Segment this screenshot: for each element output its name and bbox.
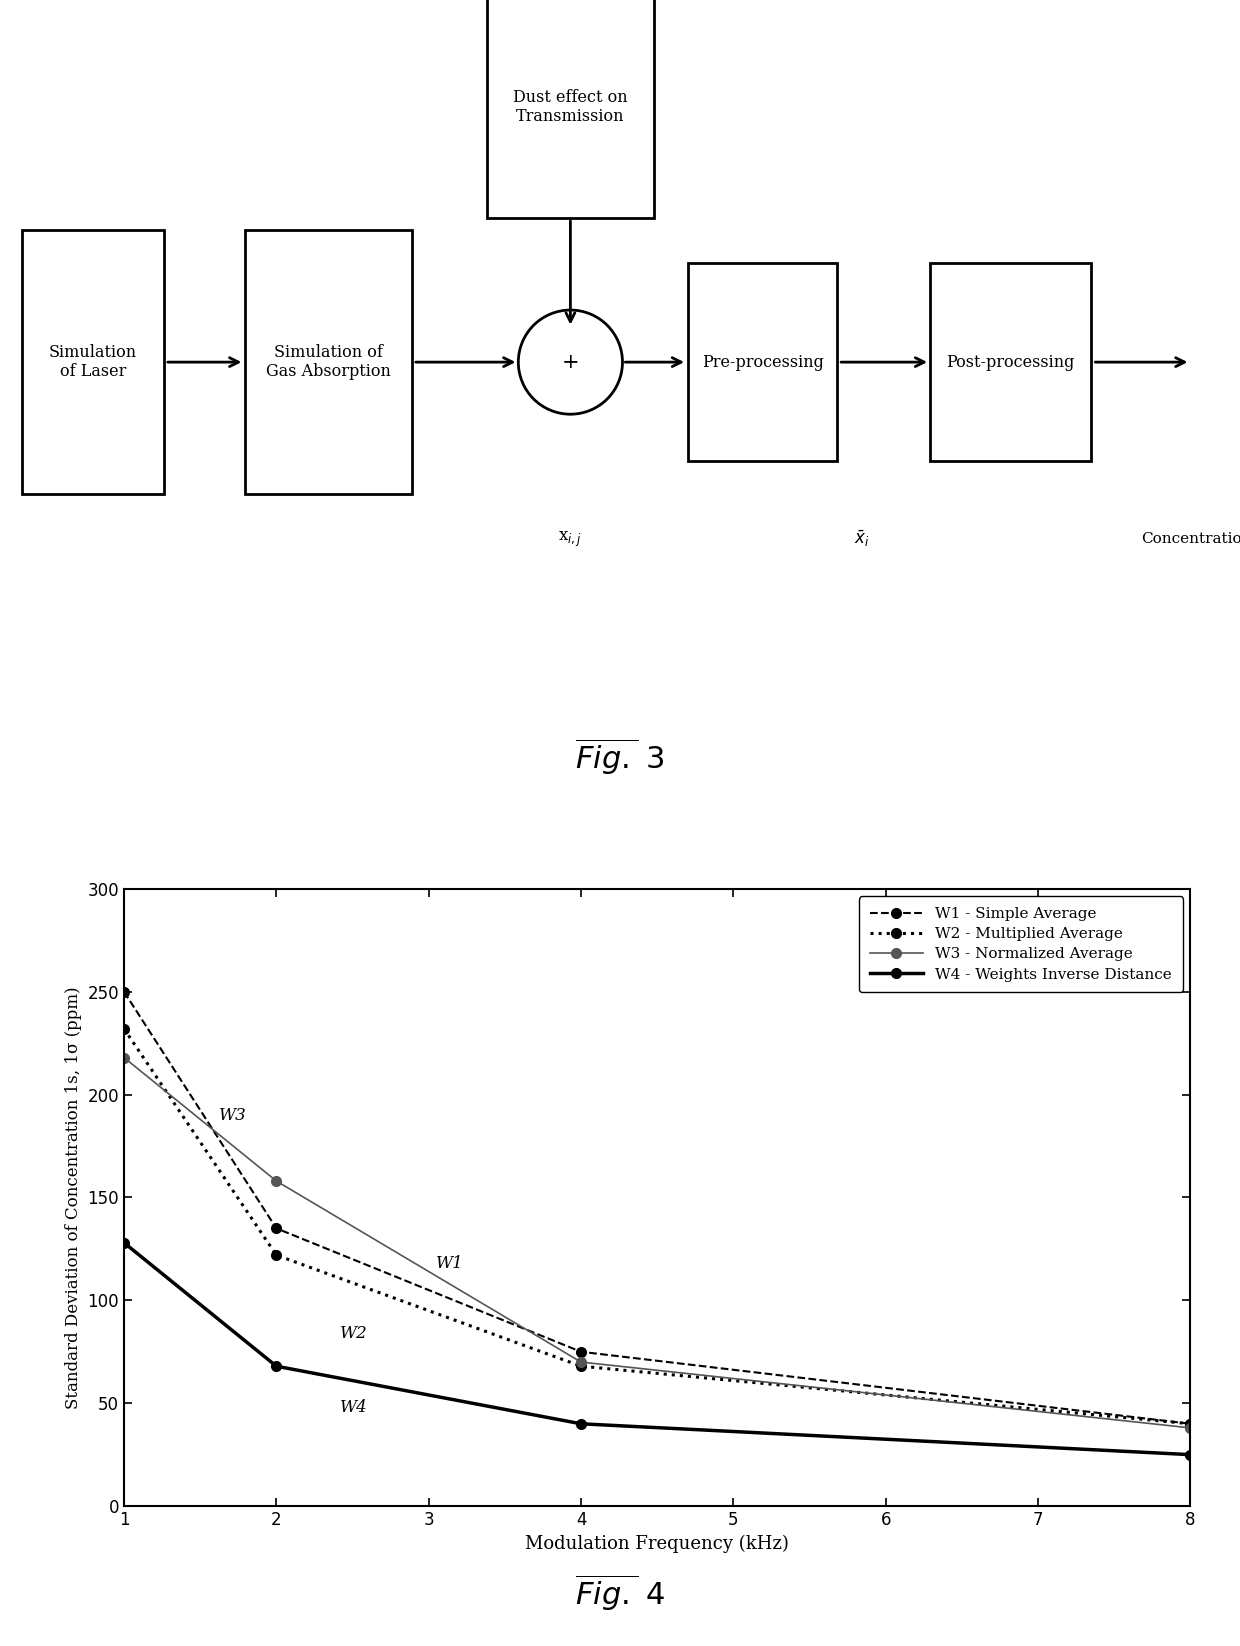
Line: W3 - Normalized Average: W3 - Normalized Average xyxy=(119,1053,1195,1432)
Text: W4: W4 xyxy=(340,1399,368,1416)
Text: x$_{i,j}$: x$_{i,j}$ xyxy=(558,530,583,548)
Text: Pre-processing: Pre-processing xyxy=(702,354,823,370)
W4 - Weights Inverse Distance xyxy=(269,1356,284,1376)
X-axis label: Modulation Frequency (kHz): Modulation Frequency (kHz) xyxy=(526,1534,789,1552)
W1 - Simple Average xyxy=(117,981,131,1001)
W3 - Normalized Average xyxy=(574,1353,589,1373)
FancyBboxPatch shape xyxy=(930,263,1091,461)
FancyBboxPatch shape xyxy=(246,230,412,494)
W4 - Weights Inverse Distance xyxy=(117,1233,131,1253)
W3 - Normalized Average xyxy=(269,1172,284,1192)
W1 - Simple Average xyxy=(574,1341,589,1361)
Legend: W1 - Simple Average, W2 - Multiplied Average, W3 - Normalized Average, W4 - Weig: W1 - Simple Average, W2 - Multiplied Ave… xyxy=(859,897,1183,993)
W1 - Simple Average xyxy=(1183,1414,1198,1434)
W2 - Multiplied Average xyxy=(269,1244,284,1264)
Text: W2: W2 xyxy=(340,1325,368,1341)
Text: $\overline{\mathit{Fig.}}$ $\mathit{3}$: $\overline{\mathit{Fig.}}$ $\mathit{3}$ xyxy=(575,736,665,779)
Text: +: + xyxy=(562,352,579,372)
W3 - Normalized Average xyxy=(1183,1417,1198,1439)
W1 - Simple Average xyxy=(269,1218,284,1238)
FancyBboxPatch shape xyxy=(486,0,655,219)
Text: W3: W3 xyxy=(218,1106,247,1124)
FancyBboxPatch shape xyxy=(21,230,164,494)
W3 - Normalized Average xyxy=(117,1047,131,1067)
Text: Concentration: Concentration xyxy=(1141,532,1240,546)
W2 - Multiplied Average xyxy=(574,1356,589,1376)
Text: W1: W1 xyxy=(436,1254,464,1272)
Text: Dust effect on
Transmission: Dust effect on Transmission xyxy=(513,89,627,125)
W4 - Weights Inverse Distance xyxy=(574,1414,589,1434)
Text: Simulation of
Gas Absorption: Simulation of Gas Absorption xyxy=(267,344,391,380)
Text: $\overline{\mathit{Fig.}}$ $\mathit{4}$: $\overline{\mathit{Fig.}}$ $\mathit{4}$ xyxy=(575,1572,665,1615)
FancyBboxPatch shape xyxy=(688,263,837,461)
Line: W2 - Multiplied Average: W2 - Multiplied Average xyxy=(119,1024,1195,1429)
W2 - Multiplied Average xyxy=(117,1019,131,1039)
W4 - Weights Inverse Distance xyxy=(1183,1445,1198,1465)
Line: W1 - Simple Average: W1 - Simple Average xyxy=(119,988,1195,1429)
Ellipse shape xyxy=(518,309,622,415)
Line: W4 - Weights Inverse Distance: W4 - Weights Inverse Distance xyxy=(119,1238,1195,1460)
W2 - Multiplied Average xyxy=(1183,1414,1198,1434)
Text: $\bar{x}_i$: $\bar{x}_i$ xyxy=(854,528,869,550)
Y-axis label: Standard Deviation of Concentration 1s, 1σ (ppm): Standard Deviation of Concentration 1s, … xyxy=(64,986,82,1409)
Text: Post-processing: Post-processing xyxy=(946,354,1075,370)
Text: Simulation
of Laser: Simulation of Laser xyxy=(48,344,138,380)
